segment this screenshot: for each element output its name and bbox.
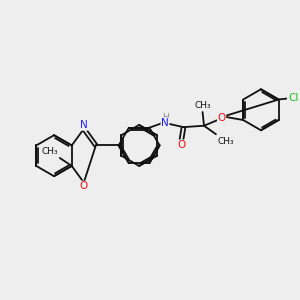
Text: Cl: Cl bbox=[289, 93, 299, 103]
Text: O: O bbox=[218, 113, 226, 123]
Text: H: H bbox=[162, 113, 168, 122]
Text: CH₃: CH₃ bbox=[194, 101, 211, 110]
Text: O: O bbox=[177, 140, 185, 150]
Text: N: N bbox=[161, 118, 169, 128]
Text: O: O bbox=[80, 181, 88, 191]
Text: CH₃: CH₃ bbox=[218, 136, 234, 146]
Text: CH₃: CH₃ bbox=[42, 147, 58, 156]
Text: N: N bbox=[80, 120, 88, 130]
